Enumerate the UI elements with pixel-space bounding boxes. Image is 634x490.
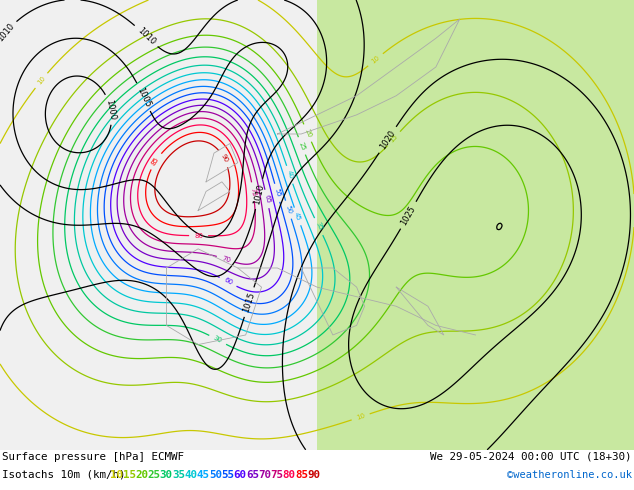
Text: 40: 40: [285, 170, 294, 180]
Bar: [0, 0, 317, 450]
Text: 25: 25: [297, 141, 306, 151]
Text: 1020: 1020: [378, 128, 397, 151]
Text: 75: 75: [270, 470, 283, 480]
Text: 55: 55: [273, 188, 281, 198]
Text: 60: 60: [223, 277, 233, 287]
Text: ©weatheronline.co.uk: ©weatheronline.co.uk: [507, 470, 632, 480]
Text: 85: 85: [151, 156, 160, 167]
Text: 10: 10: [110, 470, 124, 480]
Text: 1010: 1010: [0, 22, 16, 44]
Text: 70: 70: [221, 255, 231, 264]
Text: 50: 50: [284, 204, 292, 215]
Text: 10: 10: [356, 413, 366, 421]
Text: 1010: 1010: [136, 25, 157, 47]
Text: 1000: 1000: [104, 98, 117, 121]
Text: 65: 65: [246, 470, 259, 480]
Text: 15: 15: [123, 470, 136, 480]
Text: 10: 10: [36, 75, 46, 86]
Text: 50: 50: [209, 470, 222, 480]
Text: 45: 45: [197, 470, 210, 480]
Text: 20: 20: [135, 470, 148, 480]
Text: 1015: 1015: [242, 291, 257, 314]
Text: 80: 80: [283, 470, 295, 480]
Text: 85: 85: [295, 470, 308, 480]
Text: 90: 90: [307, 470, 320, 480]
Text: Isotachs 10m (km/h): Isotachs 10m (km/h): [2, 470, 126, 480]
Text: 30: 30: [212, 335, 223, 344]
Text: 35: 35: [314, 221, 323, 232]
Text: We 29-05-2024 00:00 UTC (18+30): We 29-05-2024 00:00 UTC (18+30): [430, 452, 632, 462]
Text: 55: 55: [221, 470, 234, 480]
Text: 80: 80: [194, 233, 203, 239]
Text: 75: 75: [250, 187, 257, 196]
Text: Surface pressure [hPa] ECMWF: Surface pressure [hPa] ECMWF: [2, 452, 184, 462]
Text: 35: 35: [172, 470, 185, 480]
Text: 1025: 1025: [399, 204, 417, 226]
Text: 1010: 1010: [252, 183, 266, 205]
Text: 40: 40: [184, 470, 197, 480]
Text: 25: 25: [147, 470, 160, 480]
Bar: [317, 0, 634, 450]
Text: 70: 70: [258, 470, 271, 480]
Text: 20: 20: [303, 128, 312, 138]
Text: 45: 45: [293, 211, 302, 221]
Text: 30: 30: [160, 470, 172, 480]
Text: 15: 15: [389, 133, 399, 144]
Text: 60: 60: [233, 470, 247, 480]
Text: 1005: 1005: [135, 86, 152, 108]
Text: 65: 65: [263, 194, 271, 204]
Text: 90: 90: [219, 153, 229, 164]
Text: 10: 10: [370, 54, 381, 65]
